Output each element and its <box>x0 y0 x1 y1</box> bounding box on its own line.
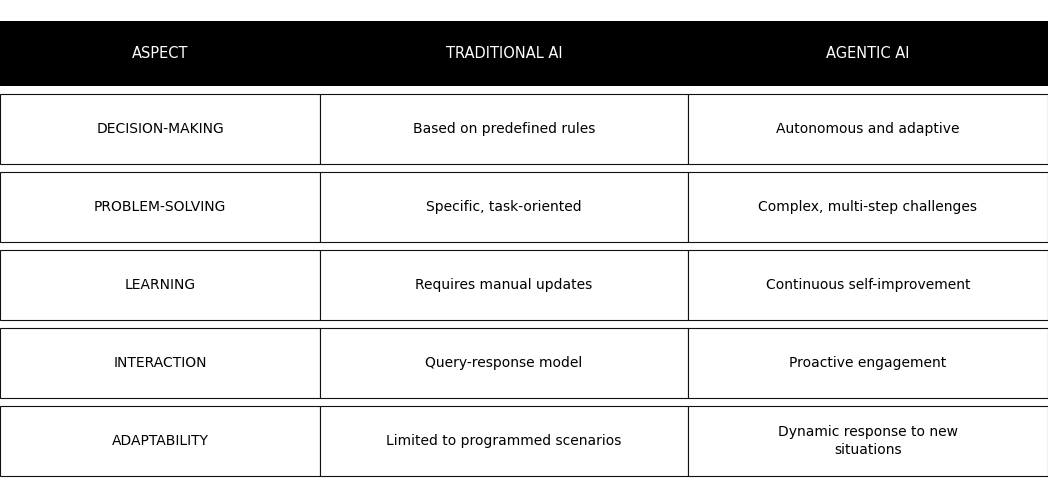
Text: Query-response model: Query-response model <box>425 356 583 370</box>
Bar <box>0 406 320 476</box>
Text: LEARNING: LEARNING <box>125 278 196 292</box>
Bar <box>320 328 687 398</box>
Bar <box>687 172 1048 242</box>
Text: PROBLEM-SOLVING: PROBLEM-SOLVING <box>94 200 226 214</box>
Text: AGENTIC AI: AGENTIC AI <box>826 46 910 61</box>
Bar <box>320 250 687 320</box>
Bar <box>0 94 320 164</box>
Bar <box>320 406 687 476</box>
Text: ADAPTABILITY: ADAPTABILITY <box>111 434 209 448</box>
Text: INTERACTION: INTERACTION <box>113 356 206 370</box>
Bar <box>320 21 687 86</box>
Bar <box>0 172 320 242</box>
Bar <box>320 172 687 242</box>
Text: Requires manual updates: Requires manual updates <box>415 278 592 292</box>
Text: Continuous self-improvement: Continuous self-improvement <box>766 278 970 292</box>
Text: Limited to programmed scenarios: Limited to programmed scenarios <box>387 434 621 448</box>
Text: Complex, multi-step challenges: Complex, multi-step challenges <box>759 200 978 214</box>
Bar <box>0 250 320 320</box>
Bar <box>0 21 320 86</box>
Text: Specific, task-oriented: Specific, task-oriented <box>427 200 582 214</box>
Text: TRADITIONAL AI: TRADITIONAL AI <box>445 46 563 61</box>
Text: DECISION-MAKING: DECISION-MAKING <box>96 122 224 136</box>
Bar <box>687 250 1048 320</box>
Bar <box>687 21 1048 86</box>
Bar <box>320 94 687 164</box>
Text: ASPECT: ASPECT <box>132 46 189 61</box>
Bar <box>687 94 1048 164</box>
Text: Autonomous and adaptive: Autonomous and adaptive <box>777 122 960 136</box>
Bar <box>687 406 1048 476</box>
Text: Based on predefined rules: Based on predefined rules <box>413 122 595 136</box>
Text: Proactive engagement: Proactive engagement <box>789 356 946 370</box>
Text: Dynamic response to new
situations: Dynamic response to new situations <box>778 425 958 457</box>
Bar <box>687 328 1048 398</box>
Bar <box>0 328 320 398</box>
